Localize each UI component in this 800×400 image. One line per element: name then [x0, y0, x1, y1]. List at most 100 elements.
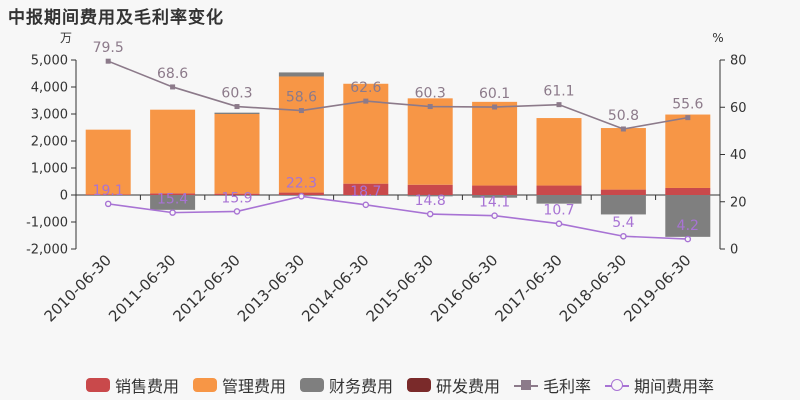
- bar-销售费用-2018-06-30: [600, 189, 646, 195]
- legend-label-rd: 研发费用: [436, 377, 501, 396]
- x-tick-label: 2017-06-30: [491, 251, 565, 325]
- data-label-期间费用率: 18.7: [350, 184, 381, 200]
- bar-财务费用-2011-06-30: [150, 195, 196, 210]
- bar-财务费用-2017-06-30: [536, 195, 582, 204]
- legend-item-expense-ratio[interactable]: 期间费用率: [605, 373, 714, 397]
- data-label-期间费用率: 14.8: [415, 193, 446, 209]
- right-tick-label: 60: [730, 101, 747, 116]
- legend-item-sales[interactable]: 销售费用: [85, 373, 179, 397]
- data-label-期间费用率: 14.1: [479, 195, 510, 211]
- data-label-毛利率: 79.5: [93, 40, 124, 56]
- chart-title: 中报期间费用及毛利率变化: [8, 8, 224, 28]
- x-tick-label: 2019-06-30: [620, 251, 694, 325]
- point-毛利率: [556, 102, 562, 108]
- x-tick-label: 2011-06-30: [105, 251, 179, 325]
- data-label-毛利率: 60.3: [415, 86, 446, 102]
- point-期间费用率: [104, 200, 112, 208]
- bar-管理费用-2013-06-30: [278, 76, 324, 193]
- point-期间费用率: [491, 212, 498, 219]
- bar-管理费用-2019-06-30: [665, 114, 711, 188]
- bar-销售费用-2019-06-30: [665, 187, 711, 195]
- bar-管理费用-2010-06-30: [85, 129, 131, 195]
- point-期间费用率: [555, 220, 563, 228]
- bar-管理费用-2012-06-30: [214, 114, 260, 194]
- data-label-期间费用率: 5.4: [612, 215, 634, 231]
- left-tick-label: 2,000: [31, 135, 68, 150]
- legend-swatch-admin: [192, 378, 217, 392]
- left-tick-label: -1,000: [26, 216, 68, 231]
- bar-管理费用-2015-06-30: [407, 98, 453, 185]
- bar-财务费用-2015-06-30: [407, 195, 453, 197]
- data-label-期间费用率: 15.4: [157, 192, 188, 208]
- legend-item-finance[interactable]: 财务费用: [299, 373, 393, 397]
- bar-管理费用-2017-06-30: [536, 118, 582, 186]
- x-tick-label: 2016-06-30: [427, 251, 501, 325]
- point-毛利率: [298, 108, 304, 114]
- left-tick-label: 3,000: [31, 108, 68, 123]
- point-毛利率: [170, 84, 176, 90]
- bar-销售费用-2017-06-30: [536, 185, 582, 195]
- legend-swatch-sales: [85, 378, 110, 392]
- point-期间费用率: [362, 201, 370, 209]
- data-label-毛利率: 50.8: [608, 108, 639, 124]
- x-tick-label: 2018-06-30: [556, 251, 630, 325]
- data-label-毛利率: 60.3: [221, 86, 252, 102]
- point-期间费用率: [298, 193, 305, 200]
- legend: 销售费用 管理费用 财务费用 研发费用 毛利率 期间费用率: [0, 373, 800, 397]
- line-毛利率: [107, 60, 688, 130]
- point-毛利率: [685, 115, 691, 121]
- bar-财务费用-2019-06-30: [665, 195, 711, 237]
- point-毛利率: [363, 98, 369, 104]
- point-毛利率: [427, 104, 433, 110]
- point-毛利率: [492, 104, 498, 110]
- x-tick-label: 2014-06-30: [298, 251, 372, 325]
- point-毛利率: [620, 126, 626, 132]
- bar-销售费用-2015-06-30: [407, 184, 453, 195]
- point-毛利率: [234, 104, 240, 110]
- legend-symbol-gross-margin: [514, 378, 539, 392]
- bar-管理费用-2011-06-30: [150, 109, 196, 194]
- point-毛利率: [105, 58, 111, 64]
- bar-财务费用-2016-06-30: [472, 195, 518, 198]
- line-期间费用率: [108, 195, 688, 240]
- left-tick-label: 4,000: [31, 81, 68, 96]
- point-期间费用率: [169, 209, 176, 216]
- data-label-期间费用率: 15.9: [221, 190, 252, 206]
- x-tick-label: 2013-06-30: [234, 251, 308, 325]
- right-unit-label: %: [712, 31, 723, 45]
- bar-财务费用-2018-06-30: [600, 195, 646, 215]
- point-期间费用率: [620, 232, 627, 240]
- bar-财务费用-2012-06-30: [214, 112, 260, 114]
- legend-item-gross-margin[interactable]: 毛利率: [514, 373, 591, 397]
- data-label-毛利率: 61.1: [543, 84, 574, 100]
- bar-销售费用-2011-06-30: [150, 193, 196, 195]
- bar-财务费用-2010-06-30: [85, 195, 131, 196]
- data-label-期间费用率: 10.7: [543, 203, 574, 219]
- right-tick-label: 0: [730, 243, 738, 258]
- data-label-毛利率: 60.1: [479, 86, 510, 102]
- legend-label-admin: 管理费用: [221, 377, 286, 396]
- data-label-毛利率: 68.6: [157, 66, 188, 82]
- point-期间费用率: [233, 208, 241, 215]
- bar-财务费用-2013-06-30: [278, 72, 324, 77]
- point-期间费用率: [426, 210, 434, 218]
- data-label-期间费用率: 4.2: [677, 218, 699, 234]
- right-tick-label: 20: [730, 195, 747, 210]
- data-label-期间费用率: 22.3: [286, 175, 317, 191]
- bar-销售费用-2014-06-30: [343, 183, 389, 195]
- left-tick-label: 0: [60, 189, 68, 204]
- data-label-期间费用率: 19.1: [93, 183, 124, 199]
- legend-item-rd[interactable]: 研发费用: [407, 373, 500, 397]
- bar-管理费用-2018-06-30: [600, 128, 646, 190]
- legend-label-sales: 销售费用: [114, 377, 179, 396]
- legend-symbol-expense-ratio: [605, 378, 630, 392]
- legend-item-admin[interactable]: 管理费用: [192, 373, 286, 397]
- left-tick-label: -2,000: [26, 243, 68, 258]
- right-tick-label: 40: [730, 148, 747, 163]
- right-tick-label: 80: [730, 54, 747, 69]
- x-tick-label: 2010-06-30: [41, 251, 115, 325]
- left-unit-label: 万: [60, 31, 72, 45]
- bar-销售费用-2010-06-30: [85, 194, 131, 195]
- legend-swatch-finance: [299, 378, 324, 392]
